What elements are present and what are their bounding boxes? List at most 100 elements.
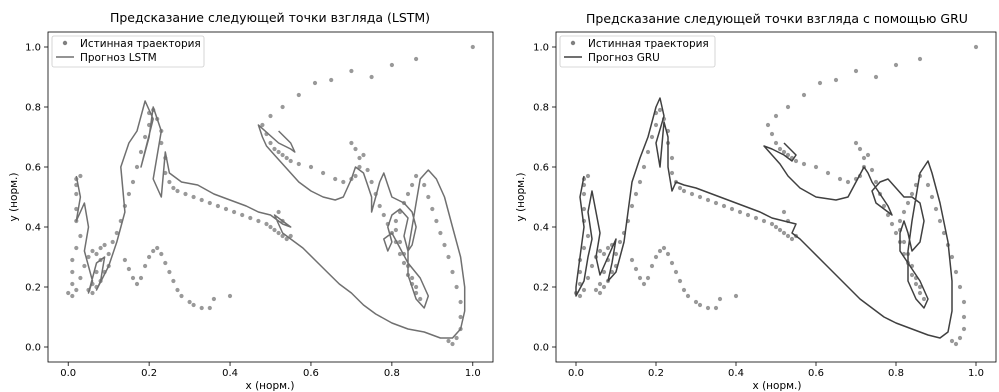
true-point — [280, 104, 285, 110]
true-point — [973, 44, 979, 50]
true-point — [649, 134, 655, 140]
true-point — [577, 269, 583, 275]
true-point — [458, 314, 463, 320]
true-point — [921, 296, 927, 302]
true-point — [94, 251, 99, 257]
true-point — [260, 122, 265, 128]
true-point — [657, 107, 663, 113]
true-point — [865, 152, 871, 158]
true-point — [167, 179, 172, 185]
true-point — [769, 131, 775, 137]
true-point — [781, 209, 787, 215]
true-point — [422, 182, 427, 188]
legend: Истинная траектория Прогноз GRU — [559, 35, 716, 68]
true-point — [207, 200, 212, 206]
true-point — [207, 305, 212, 311]
true-point — [410, 182, 415, 188]
true-point — [341, 179, 346, 185]
true-point — [789, 236, 795, 242]
true-point — [470, 44, 475, 50]
true-point — [434, 218, 439, 224]
true-point — [240, 212, 245, 218]
true-point — [897, 218, 903, 224]
true-point — [957, 284, 963, 290]
plot-area — [573, 44, 979, 347]
true-point — [633, 191, 639, 197]
true-point — [393, 218, 398, 224]
true-point — [673, 269, 679, 275]
true-point — [349, 68, 354, 74]
true-point — [284, 155, 289, 161]
true-point — [589, 263, 595, 269]
true-point — [629, 203, 635, 209]
true-point — [187, 299, 192, 305]
true-point — [446, 254, 451, 260]
true-point — [288, 158, 293, 164]
y-tick-label: 0.6 — [25, 163, 41, 174]
x-tick-label: 0.0 — [568, 368, 584, 379]
true-point — [773, 113, 779, 119]
true-point — [191, 302, 196, 308]
true-point — [90, 290, 95, 296]
true-point — [657, 248, 663, 254]
true-point — [405, 191, 411, 197]
true-point — [122, 257, 127, 263]
y-tick-label: 0.2 — [25, 283, 41, 294]
true-point — [817, 80, 823, 86]
true-point — [705, 305, 711, 311]
true-point — [641, 164, 647, 170]
true-point — [581, 245, 587, 251]
true-point — [697, 194, 703, 200]
true-point — [272, 227, 277, 233]
true-point — [961, 326, 967, 332]
true-point — [134, 281, 140, 287]
true-point — [597, 281, 603, 287]
y-tick-label: 0.4 — [533, 223, 549, 234]
true-point — [845, 179, 851, 185]
true-point — [126, 266, 131, 272]
true-point — [785, 233, 791, 239]
true-point — [941, 230, 947, 236]
true-point — [933, 206, 939, 212]
x-tick-label: 0.0 — [60, 368, 76, 379]
true-point — [653, 254, 659, 260]
true-point — [593, 287, 599, 293]
true-point — [82, 263, 87, 269]
x-tick-label: 0.8 — [888, 368, 904, 379]
true-point — [869, 167, 875, 173]
true-point — [414, 284, 419, 290]
true-point — [333, 176, 338, 182]
true-point — [753, 215, 759, 221]
y-tick-label: 0.4 — [25, 223, 41, 234]
true-point — [284, 236, 289, 242]
true-point — [581, 287, 587, 293]
true-point — [248, 215, 253, 221]
plot-frame — [555, 31, 997, 363]
true-point — [321, 170, 326, 176]
true-point — [215, 203, 220, 209]
true-point — [961, 314, 967, 320]
true-point — [833, 77, 839, 83]
true-point — [312, 80, 318, 86]
true-point — [414, 56, 419, 62]
chart-lstm: Предсказание следующей точки взгляда (LS… — [8, 10, 494, 392]
true-point — [645, 275, 651, 281]
chart-gru: Предсказание следующей точки взгляда с п… — [515, 11, 997, 392]
legend-label-pred: Прогноз LSTM — [80, 52, 157, 64]
true-point — [685, 293, 691, 299]
true-point — [361, 152, 366, 158]
true-point — [645, 149, 651, 155]
true-point — [677, 185, 683, 191]
true-point — [438, 230, 443, 236]
true-point — [357, 164, 362, 170]
y-axis-label: y (норм.) — [8, 173, 20, 222]
true-point — [86, 254, 91, 260]
true-point — [280, 152, 285, 158]
true-point — [159, 140, 164, 146]
true-point — [159, 251, 164, 257]
true-point — [577, 293, 583, 299]
true-point — [211, 296, 216, 302]
true-point — [308, 164, 314, 170]
x-axis-label: x (норм.) — [753, 380, 802, 392]
true-point — [276, 149, 281, 155]
